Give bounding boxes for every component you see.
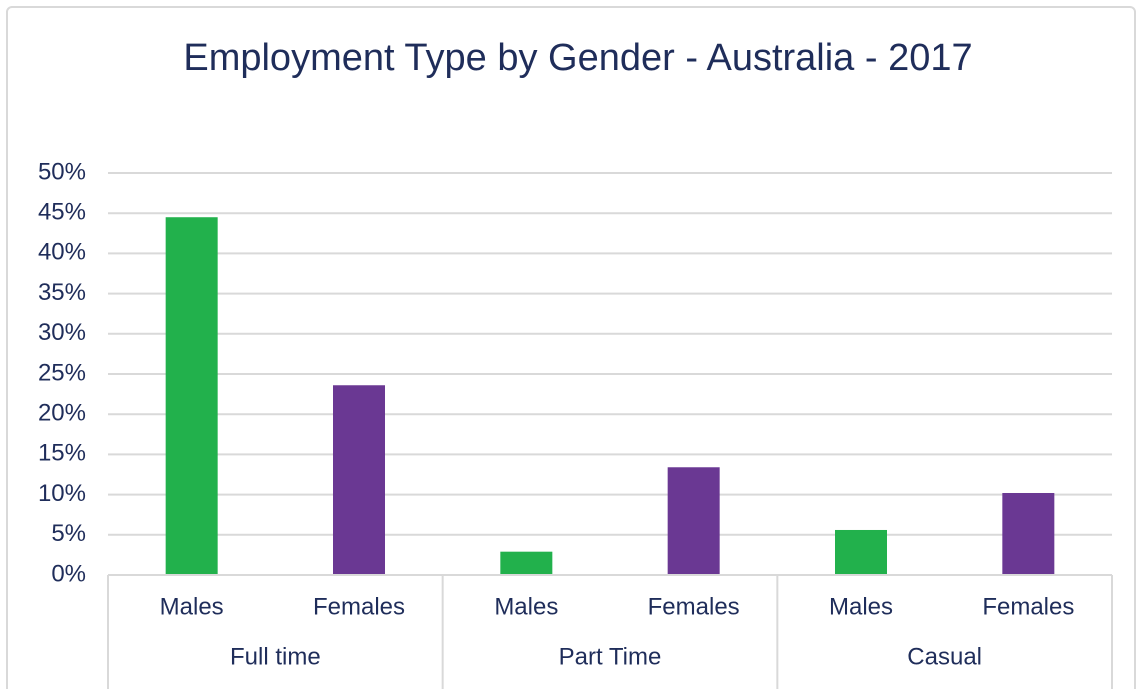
x-tick-label: Males <box>494 593 558 620</box>
chart-title: Employment Type by Gender - Australia - … <box>183 37 973 79</box>
y-tick-label: 35% <box>38 279 86 306</box>
x-tick-label: Males <box>829 593 893 620</box>
y-tick-label: 5% <box>51 520 86 547</box>
group-label: Part Time <box>559 643 662 670</box>
bar <box>1002 492 1055 575</box>
group-label: Full time <box>230 643 321 670</box>
y-tick-label: 30% <box>38 319 86 346</box>
chart-frame <box>6 6 1136 689</box>
x-tick-label: Females <box>648 593 740 620</box>
y-tick-label: 20% <box>38 400 86 427</box>
y-tick-label: 40% <box>38 239 86 266</box>
x-tick-label: Females <box>982 593 1074 620</box>
bar <box>333 385 385 575</box>
y-tick-label: 10% <box>38 480 86 507</box>
bar <box>500 551 553 575</box>
bar <box>165 217 218 575</box>
x-tick-label: Females <box>313 593 405 620</box>
bar <box>667 467 720 575</box>
y-tick-label: 0% <box>51 560 86 587</box>
y-tick-label: 45% <box>38 199 86 226</box>
x-tick-label: Males <box>160 593 224 620</box>
y-tick-label: 25% <box>38 359 86 386</box>
y-tick-label: 50% <box>38 158 86 185</box>
group-label: Casual <box>907 643 982 670</box>
y-tick-label: 15% <box>38 440 86 467</box>
bar <box>835 529 887 575</box>
